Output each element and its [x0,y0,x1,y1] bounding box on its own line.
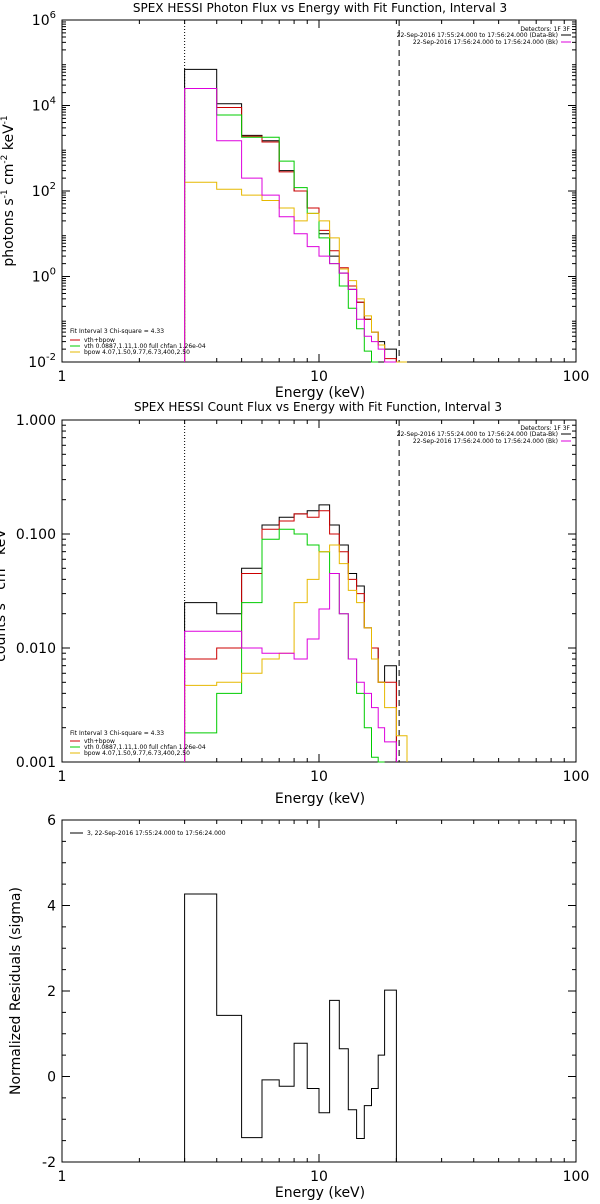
count-flux-x-tick-label: 1 [58,769,67,785]
count-flux-y-tick-label: 0.001 [16,755,56,771]
photon-flux-interval-data: 22-Sep-2016 17:55:24.000 to 17:56:24.000… [397,32,558,39]
count-flux-plot-frame [61,419,577,763]
photon-flux-y-tick-exponent: 4 [50,96,56,107]
photon-flux-y-tick-label: 100 [32,267,56,286]
count-flux-legend-title: Fit Interval 3 Chi-square = 4.33 [70,730,164,737]
photon-flux-x-axis-label: Energy (keV) [275,385,365,401]
count-flux-legend-vth: vth 0.0887,1.11,1.00 full chfan 1.26e-04 [84,744,206,751]
count-flux-info: Detectors: 1F 3F 22-Sep-2016 17:55:24.00… [397,425,571,445]
count-flux-y-axis-label: counts s-1 cm-2 keV-1 [0,520,9,662]
residuals-y-tick-label: 2 [47,984,56,1000]
count-flux-x-tick-label: 100 [563,769,590,785]
count-flux-legend: Fit Interval 3 Chi-square = 4.33 vth+bpo… [70,730,206,757]
photon-flux-y-tick-label: 10-2 [28,352,56,371]
count-flux-x-tick-label: 10 [310,769,328,785]
residuals-y-tick-label: 0 [47,1070,56,1086]
residuals-series-resid [184,893,397,1162]
photon-flux-y-axis-label: photons s-1 cm-2 keV-1 [0,115,17,266]
count-flux-panel: SPEX HESSI Count Flux vs Energy with Fit… [0,400,589,807]
count-flux-legend-total: vth+bpow [84,738,115,745]
count-flux-x-axis-label: Energy (keV) [275,791,365,807]
photon-flux-panel: SPEX HESSI Photon Flux vs Energy with Fi… [0,1,589,401]
count-flux-legend-bpow: bpow 4.07,1.50,9.77,6.73,400,2.50 [84,750,190,757]
photon-flux-interval-bk: 22-Sep-2016 17:56:24.000 to 17:56:24.000… [413,39,558,46]
photon-flux-series-bk [184,88,397,363]
count-flux-interval-data: 22-Sep-2016 17:55:24.000 to 17:56:24.000… [397,431,558,438]
photon-flux-detectors: Detectors: 1F 3F [520,26,570,33]
count-flux-y-tick-label: 0.010 [16,641,56,657]
residuals-y-tick-label: 4 [47,899,56,915]
photon-flux-y-tick-label: 104 [32,96,56,115]
residuals-legend-entry: 3, 22-Sep-2016 17:55:24.000 to 17:56:24.… [87,830,226,837]
residuals-x-tick-label: 10 [310,1169,328,1185]
count-flux-interval-bk: 22-Sep-2016 17:56:24.000 to 17:56:24.000… [413,438,558,445]
photon-flux-series-bpow [184,181,407,363]
photon-flux-legend: Fit Interval 3 Chi-square = 4.33 vth+bpo… [70,328,206,356]
photon-flux-y-tick-exponent: 2 [50,181,56,192]
residuals-x-tick-label: 100 [563,1169,590,1185]
photon-flux-legend-bpow: bpow 4.07,1.50,9.77,6.73,400,2.50 [84,349,190,356]
count-flux-y-tick-label: 0.100 [16,527,56,543]
residuals-panel: 1 10 100 -2 0 2 4 6 Energy (keV) Normalized Res… [8,813,589,1201]
count-flux-detectors: Detectors: 1F 3F [520,425,570,432]
count-flux-series-bpow [184,544,408,762]
photon-flux-y-tick-label: 102 [32,181,56,200]
photon-flux-x-tick-label: 10 [310,369,328,385]
count-flux-series [184,504,408,763]
residuals-y-tick-label: 6 [47,813,56,829]
count-flux-y-tick-label: 1.000 [16,413,56,429]
photon-flux-series-vth [184,88,379,363]
count-flux-series-bk [184,573,397,762]
count-flux-ticks: 1 10 100 0.001 0.010 0.100 1.000 [16,413,589,785]
photon-flux-y-tick-exponent: 6 [50,10,56,21]
photon-flux-x-tick-label: 100 [563,369,590,385]
photon-flux-y-tick-exponent: 0 [50,267,56,278]
residuals-series [184,893,397,1162]
residuals-y-axis-label: Normalized Residuals (sigma) [8,887,24,1095]
photon-flux-legend-title: Fit Interval 3 Chi-square = 4.33 [70,328,164,335]
photon-flux-legend-vth: vth 0.0887,1.11,1.00 full chfan 1.26e-04 [84,343,206,350]
photon-flux-legend-total: vth+bpow [84,337,115,344]
residuals-ticks: 1 10 100 -2 0 2 4 6 [42,813,589,1185]
residuals-x-axis-label: Energy (keV) [275,1185,365,1200]
photon-flux-x-tick-label: 1 [58,369,67,385]
photon-flux-series [184,68,407,363]
photon-flux-y-tick-label: 106 [32,10,56,29]
count-flux-title: SPEX HESSI Count Flux vs Energy with Fit… [134,400,502,414]
residuals-y-tick-label: -2 [42,1155,56,1171]
residuals-x-tick-label: 1 [58,1169,67,1185]
count-flux-series-vth [184,528,385,763]
photon-flux-plot-frame [61,19,577,363]
photon-flux-y-tick-exponent: -2 [46,352,56,363]
photon-flux-title: SPEX HESSI Photon Flux vs Energy with Fi… [133,1,507,15]
photon-flux-info: Detectors: 1F 3F 22-Sep-2016 17:55:24.00… [397,26,571,46]
